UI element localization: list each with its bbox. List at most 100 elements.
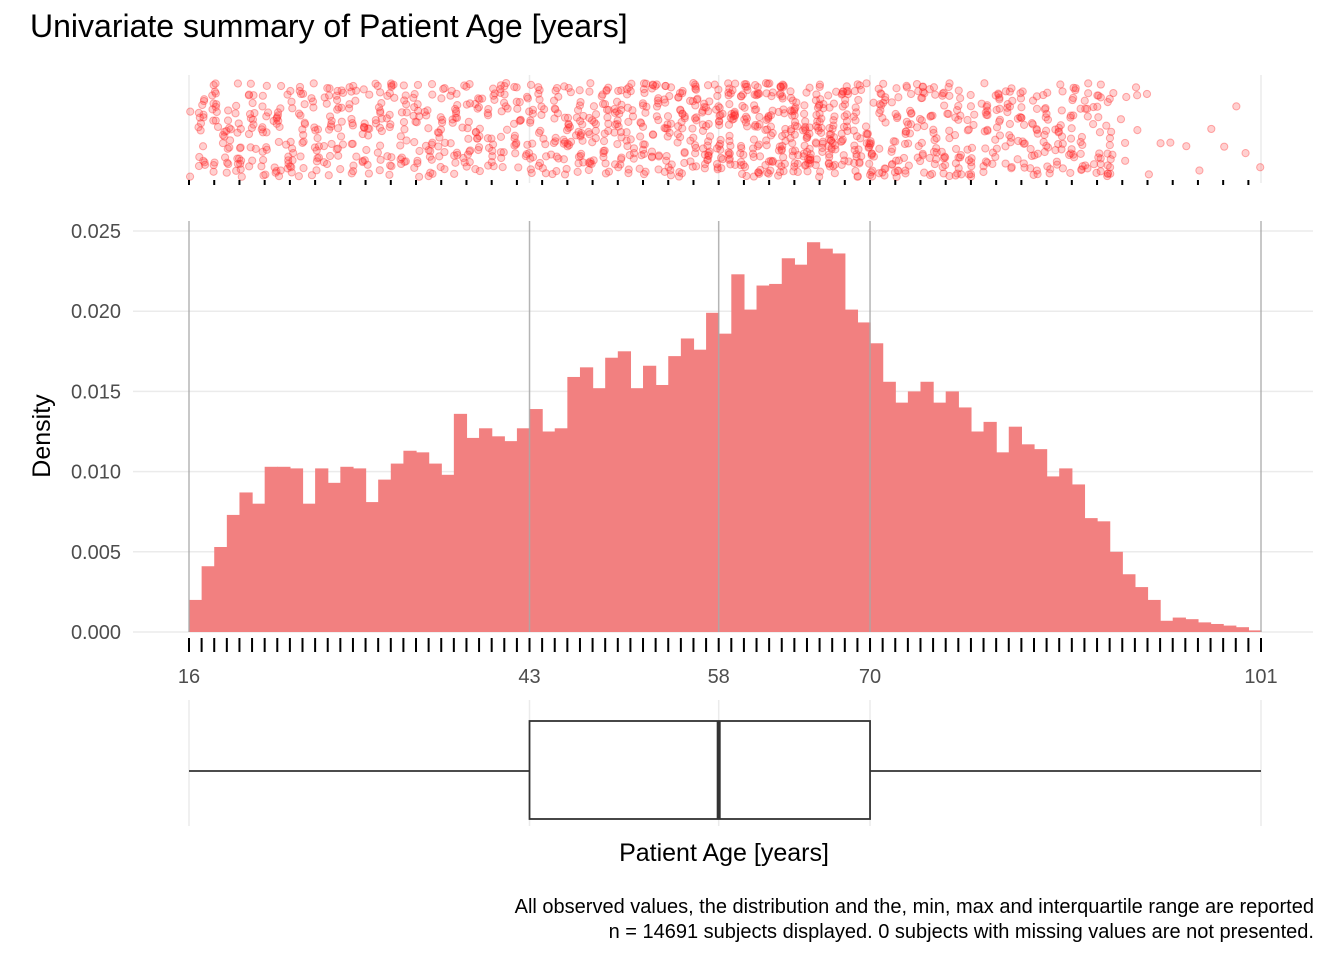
jitter-point [691,82,700,91]
jitter-point [666,119,676,128]
jitter-point [674,122,683,131]
jitter-point [387,82,396,91]
jitter-point [1077,132,1087,142]
jitter-point [537,102,546,111]
jitter-point [667,160,676,169]
jitter-point [792,122,802,131]
jitter-point [654,165,663,174]
jitter-point [956,151,966,160]
jitter-point [963,126,972,135]
jitter-point [713,91,722,101]
jitter-point [1071,84,1080,93]
jitter-point [433,128,443,137]
jitter-point [460,81,469,90]
jitter-point [1001,159,1010,168]
jitter-point [817,128,826,137]
jitter-point [753,90,762,99]
jitter-point [894,166,903,175]
jitter-point [742,114,752,123]
jitter-point [387,81,396,90]
jitter-point [642,102,651,111]
jitter-point [1016,94,1026,103]
jitter-point [854,145,863,154]
jitter-point [550,114,559,123]
jitter-point [551,86,560,95]
jitter-point [676,106,685,115]
jitter-point [1028,96,1038,105]
jitter-point [749,172,758,181]
jitter-point [195,113,204,122]
jitter-point [852,108,861,117]
histogram-bar [428,463,442,632]
jitter-point [906,89,916,99]
jitter-point [788,139,797,148]
jitter-point [866,137,875,146]
jitter-point [1058,87,1067,96]
jitter-point [995,117,1004,126]
jitter-point [712,144,722,153]
jitter-point [376,88,385,97]
histogram-bar [781,258,795,632]
jitter-point [979,167,988,177]
jitter-point [603,113,612,122]
jitter-point [439,84,448,94]
jitter-point [943,109,952,118]
jitter-point [991,91,1000,100]
chart-title: Univariate summary of Patient Age [years… [30,8,628,44]
jitter-point [349,81,358,91]
jitter-point [389,80,398,89]
jitter-point [396,155,405,164]
jitter-point [764,112,773,121]
jitter-point [929,83,939,92]
jitter-point [483,111,493,120]
jitter-point [333,124,343,133]
jitter-point [474,103,484,112]
jitter-point [995,104,1004,113]
jitter-point [352,152,361,161]
jitter-point [415,112,424,121]
jitter-point [522,150,531,159]
jitter-point [983,125,992,134]
jitter-point [371,119,381,128]
jitter-point [604,126,613,136]
jitter-point [287,144,297,153]
jitter-point [864,143,873,152]
jitter-point [617,100,626,109]
jitter-point [967,154,976,163]
jitter-point [994,90,1003,99]
jitter-point [890,168,900,177]
jitter-point [474,94,483,103]
jitter-point [212,100,221,109]
jitter-point [210,87,220,96]
histogram-bar [630,388,644,632]
jitter-point [803,167,812,176]
jitter-point [811,96,821,105]
jitter-point [1093,91,1102,100]
jitter-point [1107,127,1116,136]
jitter-point [560,113,570,122]
jitter-point [867,151,876,160]
jitter-point [704,137,713,146]
jitter-point [716,153,726,162]
jitter-point [938,91,947,100]
jitter-point [755,140,764,149]
jitter-point [497,107,506,116]
jitter-point [211,79,220,88]
jitter-point [777,146,786,155]
jitter-point [373,81,382,91]
jitter-point [1045,169,1054,178]
jitter-point [1006,138,1015,147]
jitter-point [766,111,776,120]
jitter-point [1027,151,1036,161]
jitter-point [830,169,839,178]
jitter-point [1065,150,1074,160]
jitter-point [893,166,902,175]
jitter-point [774,171,783,180]
jitter-point [1007,133,1016,142]
jitter-point [360,123,369,133]
jitter-point [730,110,740,119]
jitter-point [309,103,318,112]
histogram-bar [996,452,1010,632]
jitter-point [966,170,976,179]
jitter-point [661,81,670,91]
